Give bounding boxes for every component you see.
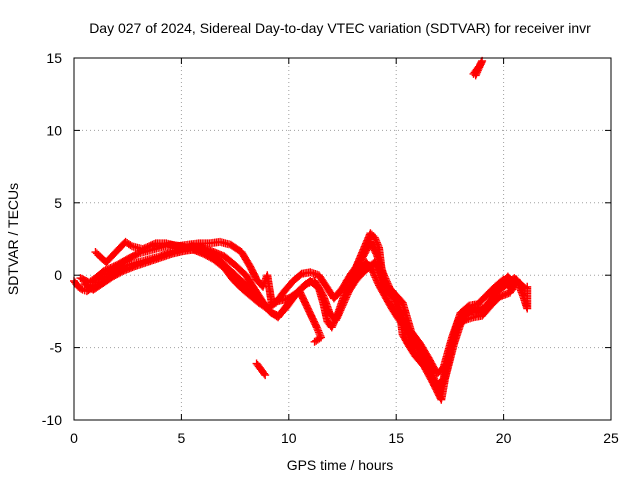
data-point — [310, 337, 319, 346]
series-isolated-segment-9h — [252, 359, 270, 380]
data-point — [471, 71, 480, 80]
series-main-track-d — [91, 229, 532, 404]
x-tick-label: 10 — [281, 430, 297, 446]
data-points — [70, 56, 532, 404]
data-point-fill — [372, 236, 381, 245]
x-tick-label: 20 — [496, 430, 512, 446]
x-tick-label: 5 — [178, 430, 186, 446]
y-tick-label: -5 — [50, 340, 63, 356]
chart-title: Day 027 of 2024, Sidereal Day-to-day VTE… — [89, 20, 591, 36]
data-point — [312, 323, 321, 332]
x-tick-label: 15 — [388, 430, 404, 446]
y-tick-label: 5 — [54, 195, 62, 211]
y-tick-label: 10 — [46, 122, 62, 138]
data-point-fill — [77, 284, 86, 293]
y-axis-label: SDTVAR / TECUs — [5, 183, 21, 295]
data-point-fill — [371, 235, 380, 244]
data-point — [370, 233, 379, 242]
x-axis-label: GPS time / hours — [287, 457, 394, 473]
x-tick-label: 0 — [70, 430, 78, 446]
data-point-fill — [314, 326, 323, 335]
data-point-fill — [126, 241, 135, 250]
x-tick-label: 25 — [603, 430, 619, 446]
data-point — [261, 371, 270, 380]
data-point-fill — [260, 369, 269, 378]
grid-lines — [74, 58, 611, 420]
y-tick-label: 0 — [54, 267, 62, 283]
data-point-fill — [472, 69, 481, 78]
y-tick-label: 15 — [46, 50, 62, 66]
y-tick-label: -10 — [42, 412, 62, 428]
axis-ticks: 0 5 10 15 20 25 -10 -5 0 5 10 15 — [42, 50, 619, 446]
data-point-fill — [313, 325, 322, 334]
data-point — [523, 282, 532, 291]
data-point-fill — [372, 238, 381, 247]
plot-frame — [73, 57, 612, 421]
series-isolated-segment-18h — [469, 56, 487, 80]
data-point-fill — [373, 240, 382, 249]
data-point-fill — [150, 240, 159, 249]
data-point-fill — [312, 336, 321, 345]
